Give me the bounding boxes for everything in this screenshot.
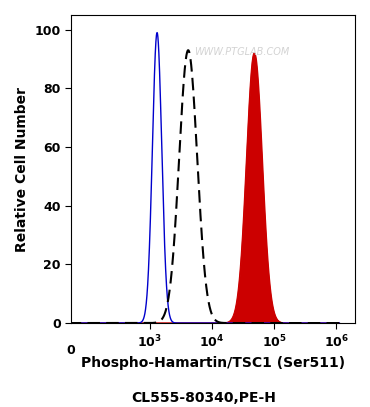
Text: CL555-80340,PE-H: CL555-80340,PE-H: [131, 391, 276, 405]
Text: 0: 0: [67, 344, 75, 357]
X-axis label: Phospho-Hamartin/TSC1 (Ser511): Phospho-Hamartin/TSC1 (Ser511): [81, 356, 345, 370]
Text: WWW.PTGLAB.COM: WWW.PTGLAB.COM: [194, 47, 289, 57]
Y-axis label: Relative Cell Number: Relative Cell Number: [15, 87, 29, 252]
